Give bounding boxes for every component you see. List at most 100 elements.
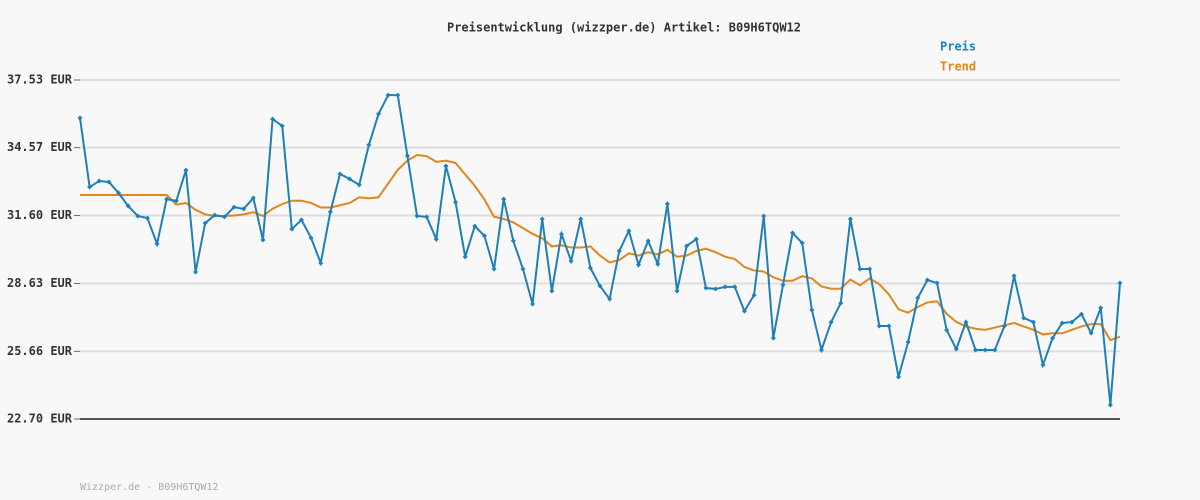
data-point <box>1001 323 1007 329</box>
data-point <box>684 243 690 249</box>
data-point <box>664 201 670 207</box>
data-point <box>809 307 815 313</box>
data-point <box>462 254 468 260</box>
data-point <box>164 196 170 202</box>
data-point <box>77 115 83 121</box>
data-point <box>751 292 757 298</box>
data-point <box>703 285 709 291</box>
data-point <box>1069 319 1075 325</box>
data-point <box>1011 273 1017 279</box>
data-point <box>385 92 391 98</box>
data-point <box>327 209 333 215</box>
footer: Wizzper.de - B09H6TQW12 <box>80 482 218 493</box>
legend-label: Preis <box>940 40 976 54</box>
data-point <box>144 215 150 221</box>
data-point <box>1117 280 1123 286</box>
data-point <box>270 116 276 122</box>
data-point <box>260 237 266 243</box>
data-point <box>212 212 218 218</box>
data-point <box>886 323 892 329</box>
data-point <box>674 288 680 294</box>
data-point <box>472 223 478 229</box>
data-point <box>414 213 420 219</box>
data-point <box>924 277 930 283</box>
data-point <box>587 265 593 271</box>
data-point <box>1040 362 1046 368</box>
data-point <box>780 282 786 288</box>
data-point <box>318 260 324 266</box>
data-point <box>308 235 314 241</box>
data-point <box>1059 320 1065 326</box>
data-point <box>510 238 516 244</box>
data-point <box>799 240 805 246</box>
data-point <box>713 286 719 292</box>
y-tick-label: 37.53 EUR <box>7 73 73 87</box>
data-point <box>125 203 131 209</box>
data-point <box>530 301 536 307</box>
data-point <box>481 233 487 239</box>
data-point <box>905 339 911 345</box>
data-point <box>366 142 372 148</box>
data-point <box>395 92 401 98</box>
data-point <box>1088 330 1094 336</box>
data-point <box>241 206 247 212</box>
data-point <box>992 347 998 353</box>
data-point <box>867 266 873 272</box>
y-tick-label: 34.57 EUR <box>7 140 73 154</box>
data-point <box>298 217 304 223</box>
data-point <box>944 327 950 333</box>
data-point <box>818 347 824 353</box>
data-point <box>636 262 642 268</box>
y-tick-label: 22.70 EUR <box>7 412 73 426</box>
data-point <box>761 213 767 219</box>
data-point <box>1050 335 1056 341</box>
data-point <box>193 269 199 275</box>
data-point <box>896 374 902 380</box>
y-tick-label: 25.66 EUR <box>7 344 73 358</box>
chart-title: Preisentwicklung (wizzper.de) Artikel: B… <box>447 21 801 35</box>
data-point <box>116 190 122 196</box>
data-point <box>1098 305 1104 311</box>
data-point <box>982 347 988 353</box>
data-point <box>953 346 959 352</box>
data-point <box>443 163 449 169</box>
data-point <box>289 226 295 232</box>
data-point <box>741 308 747 314</box>
data-point <box>376 111 382 117</box>
data-point <box>790 230 796 236</box>
data-point <box>1107 402 1113 408</box>
data-point <box>558 231 564 237</box>
data-point <box>337 171 343 177</box>
data-point <box>433 236 439 242</box>
y-tick-label: 31.60 EUR <box>7 208 73 222</box>
data-point <box>1030 319 1036 325</box>
data-point <box>279 123 285 129</box>
data-point <box>607 296 613 302</box>
data-point <box>106 179 112 185</box>
data-point <box>202 220 208 226</box>
data-point <box>568 258 574 264</box>
data-point <box>770 335 776 341</box>
y-tick-label: 28.63 EUR <box>7 276 73 290</box>
data-point <box>1021 315 1027 321</box>
data-point <box>491 266 497 272</box>
data-point <box>183 167 189 173</box>
data-point <box>973 347 979 353</box>
data-point <box>857 266 863 272</box>
data-point <box>645 238 651 244</box>
data-point <box>250 195 256 201</box>
data-point <box>501 196 507 202</box>
data-point <box>626 228 632 234</box>
series-line <box>80 153 1121 342</box>
data-point <box>424 214 430 220</box>
data-point <box>453 199 459 205</box>
data-point <box>838 300 844 306</box>
data-point <box>549 288 555 294</box>
data-point <box>347 176 353 182</box>
data-point <box>693 236 699 242</box>
data-point <box>934 280 940 286</box>
data-point <box>135 213 141 219</box>
